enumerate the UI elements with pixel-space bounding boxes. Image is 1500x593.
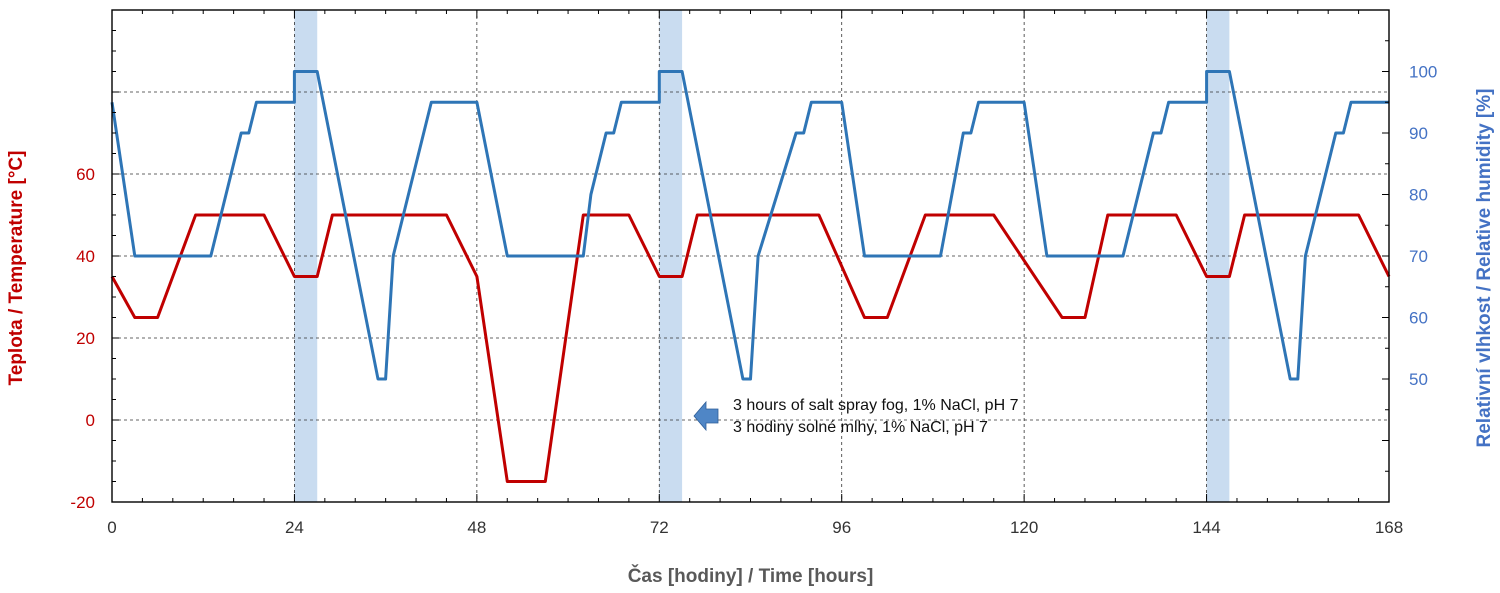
series-lines [110, 70, 1391, 483]
left-tick-label-40: 40 [76, 247, 95, 266]
right-tick-label-90: 90 [1409, 124, 1428, 143]
x-tick-label-72: 72 [650, 518, 669, 537]
x-tick-label-120: 120 [1010, 518, 1038, 537]
x-tick-label-24: 24 [285, 518, 304, 537]
right-tick-label-100: 100 [1409, 63, 1437, 82]
left-tick-label-0: 0 [86, 411, 95, 430]
annotation-line-2: 3 hodiny solné mlhy, 1% NaCl, pH 7 [733, 419, 988, 436]
grid-lines [112, 10, 1389, 502]
right-tick-label-60: 60 [1409, 309, 1428, 328]
tick-marks [111, 9, 1390, 503]
temperature-line [110, 213, 1391, 483]
left-axis-title: Teplota / Temperature [°C] [6, 151, 27, 386]
right-tick-label-70: 70 [1409, 247, 1428, 266]
left-tick-label--20: -20 [70, 493, 95, 512]
right-axis-title: Relativní vlhkost / Relative humidity [%… [1474, 89, 1495, 448]
x-axis-title: Čas [hodiny] / Time [hours] [628, 565, 874, 587]
humidity-line [110, 70, 1389, 381]
salt-spray-annotation: 3 hours of salt spray fog, 1% NaCl, pH 7… [693, 397, 1019, 436]
x-tick-label-48: 48 [467, 518, 486, 537]
right-tick-label-50: 50 [1409, 370, 1428, 389]
right-tick-label-80: 80 [1409, 186, 1428, 205]
left-tick-label-20: 20 [76, 329, 95, 348]
x-tick-label-168: 168 [1375, 518, 1403, 537]
left-tick-label-60: 60 [76, 165, 95, 184]
tick-labels: 0 24 48 72 96 120 144 168 -20 0 20 40 60 50 60 70 80 90 10… [70, 63, 1437, 538]
annotation-line-1: 3 hours of salt spray fog, 1% NaCl, pH 7 [733, 397, 1019, 414]
left-arrow-icon [693, 400, 719, 432]
x-tick-label-0: 0 [107, 518, 116, 537]
x-tick-label-144: 144 [1192, 518, 1220, 537]
x-tick-label-96: 96 [832, 518, 851, 537]
